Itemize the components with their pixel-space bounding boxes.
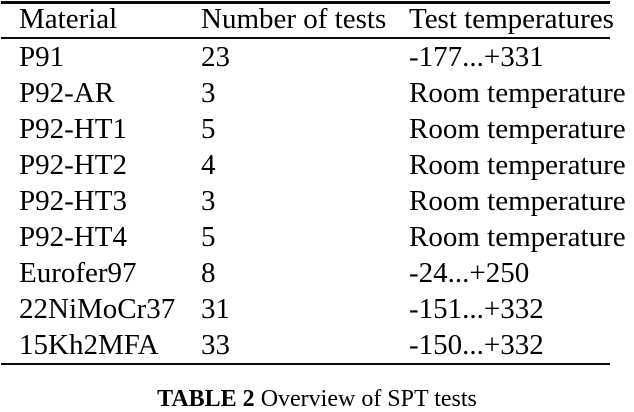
test-temperatures-cell: -150...+332 [409,329,544,361]
column-header-material: Material [19,3,118,35]
num-tests-cell: 5 [201,221,216,253]
table-row: Eurofer97 8 -24...+250 [1,255,610,291]
table-row: P92-HT2 4 Room temperature [1,147,626,183]
table-body: P91 23 -177...+331 P92-AR 3 Room temperature P… [1,39,626,363]
table-caption-label: TABLE 2 [157,386,255,412]
spt-overview-table: Material Number of tests Test temperatur… [1,1,626,365]
test-temperatures-cell: Room temperature [409,221,626,253]
num-tests-cell: 33 [201,329,230,361]
table-header-rule [1,37,610,39]
table-caption: TABLE 2 Overview of SPT tests [0,386,634,412]
num-tests-cell: 4 [201,149,216,181]
material-cell: Eurofer97 [19,257,137,289]
table-row: P92-HT3 3 Room temperature [1,183,626,219]
table-caption-text: Overview of SPT tests [260,386,477,412]
num-tests-cell: 3 [201,77,216,109]
material-cell: P92-HT4 [19,221,127,253]
material-cell: P92-HT2 [19,149,127,181]
material-cell: P92-HT1 [19,113,127,145]
num-tests-cell: 23 [201,41,230,73]
column-header-test-temperatures: Test temperatures [409,3,614,35]
material-cell: P92-HT3 [19,185,127,217]
table-row: 22NiMoCr37 31 -151...+332 [1,291,610,327]
table-row: P92-HT1 5 Room temperature [1,111,626,147]
table-row: P92-AR 3 Room temperature [1,75,626,111]
material-cell: 22NiMoCr37 [19,293,176,325]
material-cell: 15Kh2MFA [19,329,159,361]
table-row: 15Kh2MFA 33 -150...+332 [1,327,610,363]
table-header-row: Material Number of tests Test temperatur… [1,3,614,37]
num-tests-cell: 5 [201,113,216,145]
material-cell: P92-AR [19,77,115,109]
test-temperatures-cell: -151...+332 [409,293,544,325]
num-tests-cell: 8 [201,257,216,289]
test-temperatures-cell: Room temperature [409,77,626,109]
material-cell: P91 [19,41,65,73]
test-temperatures-cell: Room temperature [409,185,626,217]
column-header-number-of-tests: Number of tests [201,3,387,35]
table-top-rule [1,1,610,4]
test-temperatures-cell: Room temperature [409,113,626,145]
num-tests-cell: 3 [201,185,216,217]
table-row: P91 23 -177...+331 [1,39,610,75]
test-temperatures-cell: Room temperature [409,149,626,181]
table-row: P92-HT4 5 Room temperature [1,219,626,255]
table-bottom-rule [1,363,610,365]
test-temperatures-cell: -24...+250 [409,257,530,289]
num-tests-cell: 31 [201,293,230,325]
test-temperatures-cell: -177...+331 [409,41,544,73]
